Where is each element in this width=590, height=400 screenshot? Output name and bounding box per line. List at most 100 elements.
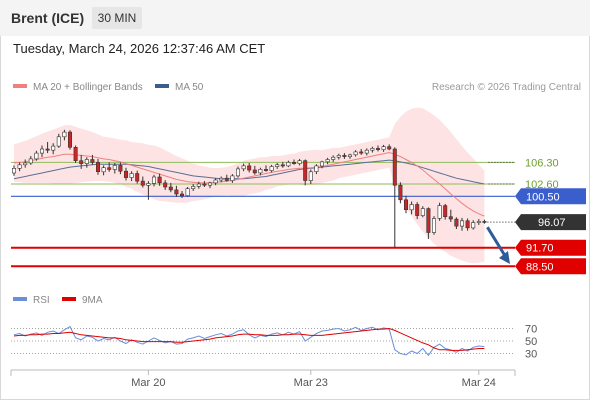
candle-body [252,169,257,174]
ma9-legend-label: 9MA [82,295,103,306]
level-label-102.60: 102.60 [525,179,559,191]
candle [303,159,308,186]
candle-body [219,177,224,181]
candle [465,218,470,231]
candle [364,148,369,156]
candle [375,145,380,152]
chart-datetime: Tuesday, March 24, 2026 12:37:46 AM CET [13,41,266,56]
candle [291,159,296,165]
candle [342,153,347,159]
candle-body [426,208,431,233]
level-label-91.70: 91.70 [526,243,554,255]
candle [185,187,190,197]
candle-body [454,218,459,227]
candle [280,161,285,168]
level-label-88.50: 88.50 [526,261,554,273]
candle [471,220,476,230]
copyright-text: Research © 2026 Trading Central [432,82,581,93]
candle-body [146,183,151,186]
candle-body [370,148,375,151]
candle-body [437,205,442,219]
candle-body [208,182,213,186]
level-label-100.50: 100.50 [526,191,560,203]
candle [213,178,218,186]
rsi-ma9-line [13,327,485,351]
candle [107,162,112,172]
candle-body [17,164,22,169]
candle [459,217,464,231]
candle [196,181,201,189]
candle-body [409,204,414,211]
candle [23,159,28,168]
candle-body [62,131,67,138]
candle-body [314,165,319,172]
candle [12,165,17,176]
candle-body [107,167,112,170]
candle-body [420,208,425,216]
candle [191,184,196,191]
candle-body [331,156,336,160]
candle [409,201,414,215]
candle [208,181,213,189]
candle [45,142,50,154]
timeframe-button[interactable]: 30 MIN [92,7,142,29]
forecast-arrow-shaft [486,226,509,260]
candle-body [375,148,380,150]
candle [39,145,44,158]
candle-body [23,162,28,166]
candle-body [319,161,324,167]
candle-body [275,164,280,167]
candle [124,167,129,181]
candle-body [39,148,44,154]
candle-body [471,222,476,229]
candle [202,181,207,187]
candle-body [247,165,252,171]
candle-body [157,176,162,184]
candle [174,185,179,197]
candle-body [443,205,448,218]
candle [146,181,151,200]
candle [286,160,291,168]
candle [392,147,397,248]
candle [381,144,386,152]
candle [56,133,61,148]
candle [443,203,448,220]
candle [297,158,302,166]
candle [420,206,425,218]
candle [34,150,39,161]
candle-body [297,160,302,164]
candle-body [347,154,352,157]
candle [219,176,224,183]
candle [448,209,453,222]
candle-body [135,173,140,182]
candle [431,216,436,235]
candle-body [465,220,470,229]
candle-body [79,160,84,164]
level-tag-91.70 [515,239,586,256]
chart-header: Brent (ICE) 30 MIN [0,0,590,36]
candle [437,202,442,221]
x-tick-label: Mar 20 [131,377,165,389]
bb-legend-swatch [13,84,27,88]
candle [241,163,246,172]
candle-body [34,152,39,160]
candle-body [51,145,56,151]
candle-body [359,151,364,154]
ma50-legend-swatch [155,84,169,88]
candle [252,165,257,175]
candle-body [325,159,330,163]
candle-body [45,148,50,151]
candle-body [90,159,95,163]
forecast-arrow-head [499,251,510,264]
candle [129,171,134,182]
level-tag-100.50 [515,188,586,205]
candle [269,164,274,173]
level-tag-88.50 [515,258,586,275]
candle-body [303,160,308,181]
candle [482,219,487,224]
candle-body [112,165,117,170]
candle [353,150,358,157]
candle [73,145,78,163]
ma9-legend-swatch [62,297,76,301]
